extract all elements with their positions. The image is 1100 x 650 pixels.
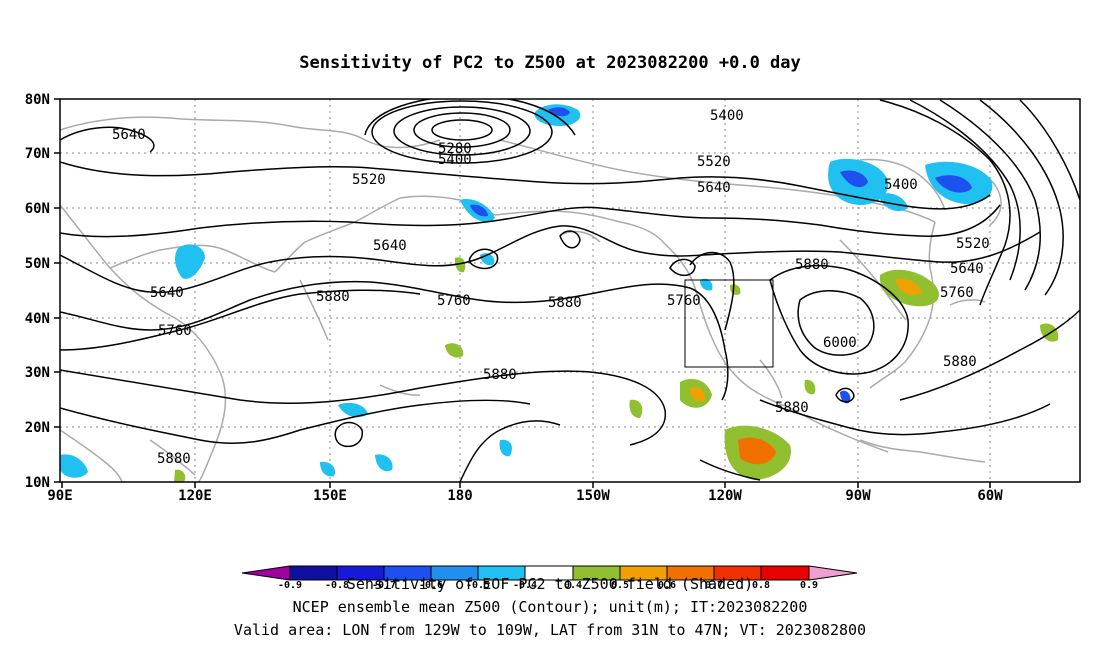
- axis-ticks: [54, 98, 991, 488]
- contour-label: 5280: [438, 141, 472, 157]
- legend-value: 0.6: [658, 580, 676, 591]
- contour-label: 5880: [483, 367, 517, 383]
- pos-patch: [1040, 323, 1059, 342]
- contour-labels: 5640 5280 5400 5520 5400 5520 5640 5400 …: [112, 108, 990, 467]
- lon-label: 150E: [313, 488, 347, 504]
- legend-value: -0.7: [372, 580, 396, 591]
- contour-label: 5760: [667, 293, 701, 309]
- lat-label: 60N: [25, 201, 50, 217]
- caption-valid-area: Valid area: LON from 129W to 109W, LAT f…: [233, 621, 867, 639]
- legend-value: -0.9: [278, 580, 302, 591]
- neg-patch: [840, 390, 851, 404]
- contour-label: 5640: [373, 238, 407, 254]
- contour-label: 5760: [940, 285, 974, 301]
- pos-patch: [690, 387, 706, 402]
- pos-patch: [445, 343, 464, 358]
- contour-label: 5400: [438, 152, 472, 168]
- pos-patch: [804, 379, 816, 395]
- neg-patch: [338, 402, 368, 418]
- lat-label: 70N: [25, 146, 50, 162]
- contour-label: 5640: [697, 180, 731, 196]
- contour-label: 5760: [158, 323, 192, 339]
- pos-patch: [738, 437, 776, 465]
- lon-labels: 90E 120E 150E 180 150W 120W 90W 60W: [47, 488, 1003, 504]
- neg-patch: [60, 454, 88, 478]
- lon-label: 120W: [708, 488, 742, 504]
- contour-label: 6000: [823, 335, 857, 351]
- contour-label: 5520: [956, 236, 990, 252]
- contour-label: 5760: [437, 293, 471, 309]
- pos-patch: [629, 399, 643, 418]
- lat-label: 40N: [25, 311, 50, 327]
- pos-patch: [174, 469, 186, 482]
- neg-patch: [840, 170, 868, 188]
- contour-label: 5640: [150, 285, 184, 301]
- map-title: Sensitivity of PC2 to Z500 at 2023082200…: [299, 53, 801, 73]
- neg-patch: [470, 204, 488, 217]
- contour-label: 5640: [112, 127, 146, 143]
- legend-value: -0.4: [513, 580, 537, 591]
- map-frame: [59, 98, 1081, 483]
- legend-right-arrow: [808, 565, 858, 581]
- lon-label: 60W: [977, 488, 1003, 504]
- lat-label: 20N: [25, 420, 50, 436]
- legend-value: -0.6: [419, 580, 443, 591]
- pos-patch: [454, 257, 466, 273]
- contour-label: 5880: [943, 354, 977, 370]
- color-legend: -0.9 -0.8 -0.7 -0.6 -0.5 -0.4 0.4 0.5 0.…: [241, 565, 858, 591]
- contour-label: 5880: [316, 289, 350, 305]
- contour-label: 5880: [548, 295, 582, 311]
- neg-patch: [700, 278, 713, 291]
- lon-label: 150W: [576, 488, 610, 504]
- contour-label: 5400: [884, 177, 918, 193]
- caption-shaded: Sensitivity of EOF PC2 to Z500 field (Sh…: [346, 575, 754, 593]
- contour-label: 5400: [710, 108, 744, 124]
- legend-value: 0.7: [705, 580, 723, 591]
- valid-area-box: [684, 279, 774, 368]
- lon-label: 120E: [178, 488, 212, 504]
- lon-label: 90E: [47, 488, 72, 504]
- neg-patch: [375, 454, 393, 472]
- legend-value: 0.4: [564, 580, 582, 591]
- contour-label: 5880: [157, 451, 191, 467]
- lat-label: 50N: [25, 256, 50, 272]
- lat-labels: 80N 70N 60N 50N 40N 30N 20N 10N: [25, 92, 50, 491]
- contour-label: 5520: [352, 172, 386, 188]
- lon-label: 180: [447, 488, 472, 504]
- lon-label: 90W: [845, 488, 871, 504]
- lat-label: 30N: [25, 365, 50, 381]
- neg-patch: [175, 244, 205, 279]
- contour-label: 5640: [950, 261, 984, 277]
- legend-value: -0.5: [466, 580, 490, 591]
- neg-patch: [499, 439, 512, 457]
- legend-value: 0.5: [611, 580, 629, 591]
- caption-contour: NCEP ensemble mean Z500 (Contour); unit(…: [292, 598, 808, 616]
- legend-value: 0.9: [800, 580, 818, 591]
- contour-label: 5880: [795, 257, 829, 273]
- pos-patch: [895, 278, 922, 296]
- contour-label: 5520: [697, 154, 731, 170]
- legend-value: 0.8: [752, 580, 770, 591]
- contour-label: 5880: [775, 400, 809, 416]
- z500-contours: [60, 99, 1080, 482]
- neg-patch: [935, 175, 972, 193]
- lat-label: 80N: [25, 92, 50, 108]
- neg-patch: [878, 193, 908, 212]
- legend-value: -0.8: [325, 580, 349, 591]
- neg-patch: [320, 461, 336, 477]
- lat-label: 10N: [25, 475, 50, 491]
- pos-patch: [729, 284, 741, 295]
